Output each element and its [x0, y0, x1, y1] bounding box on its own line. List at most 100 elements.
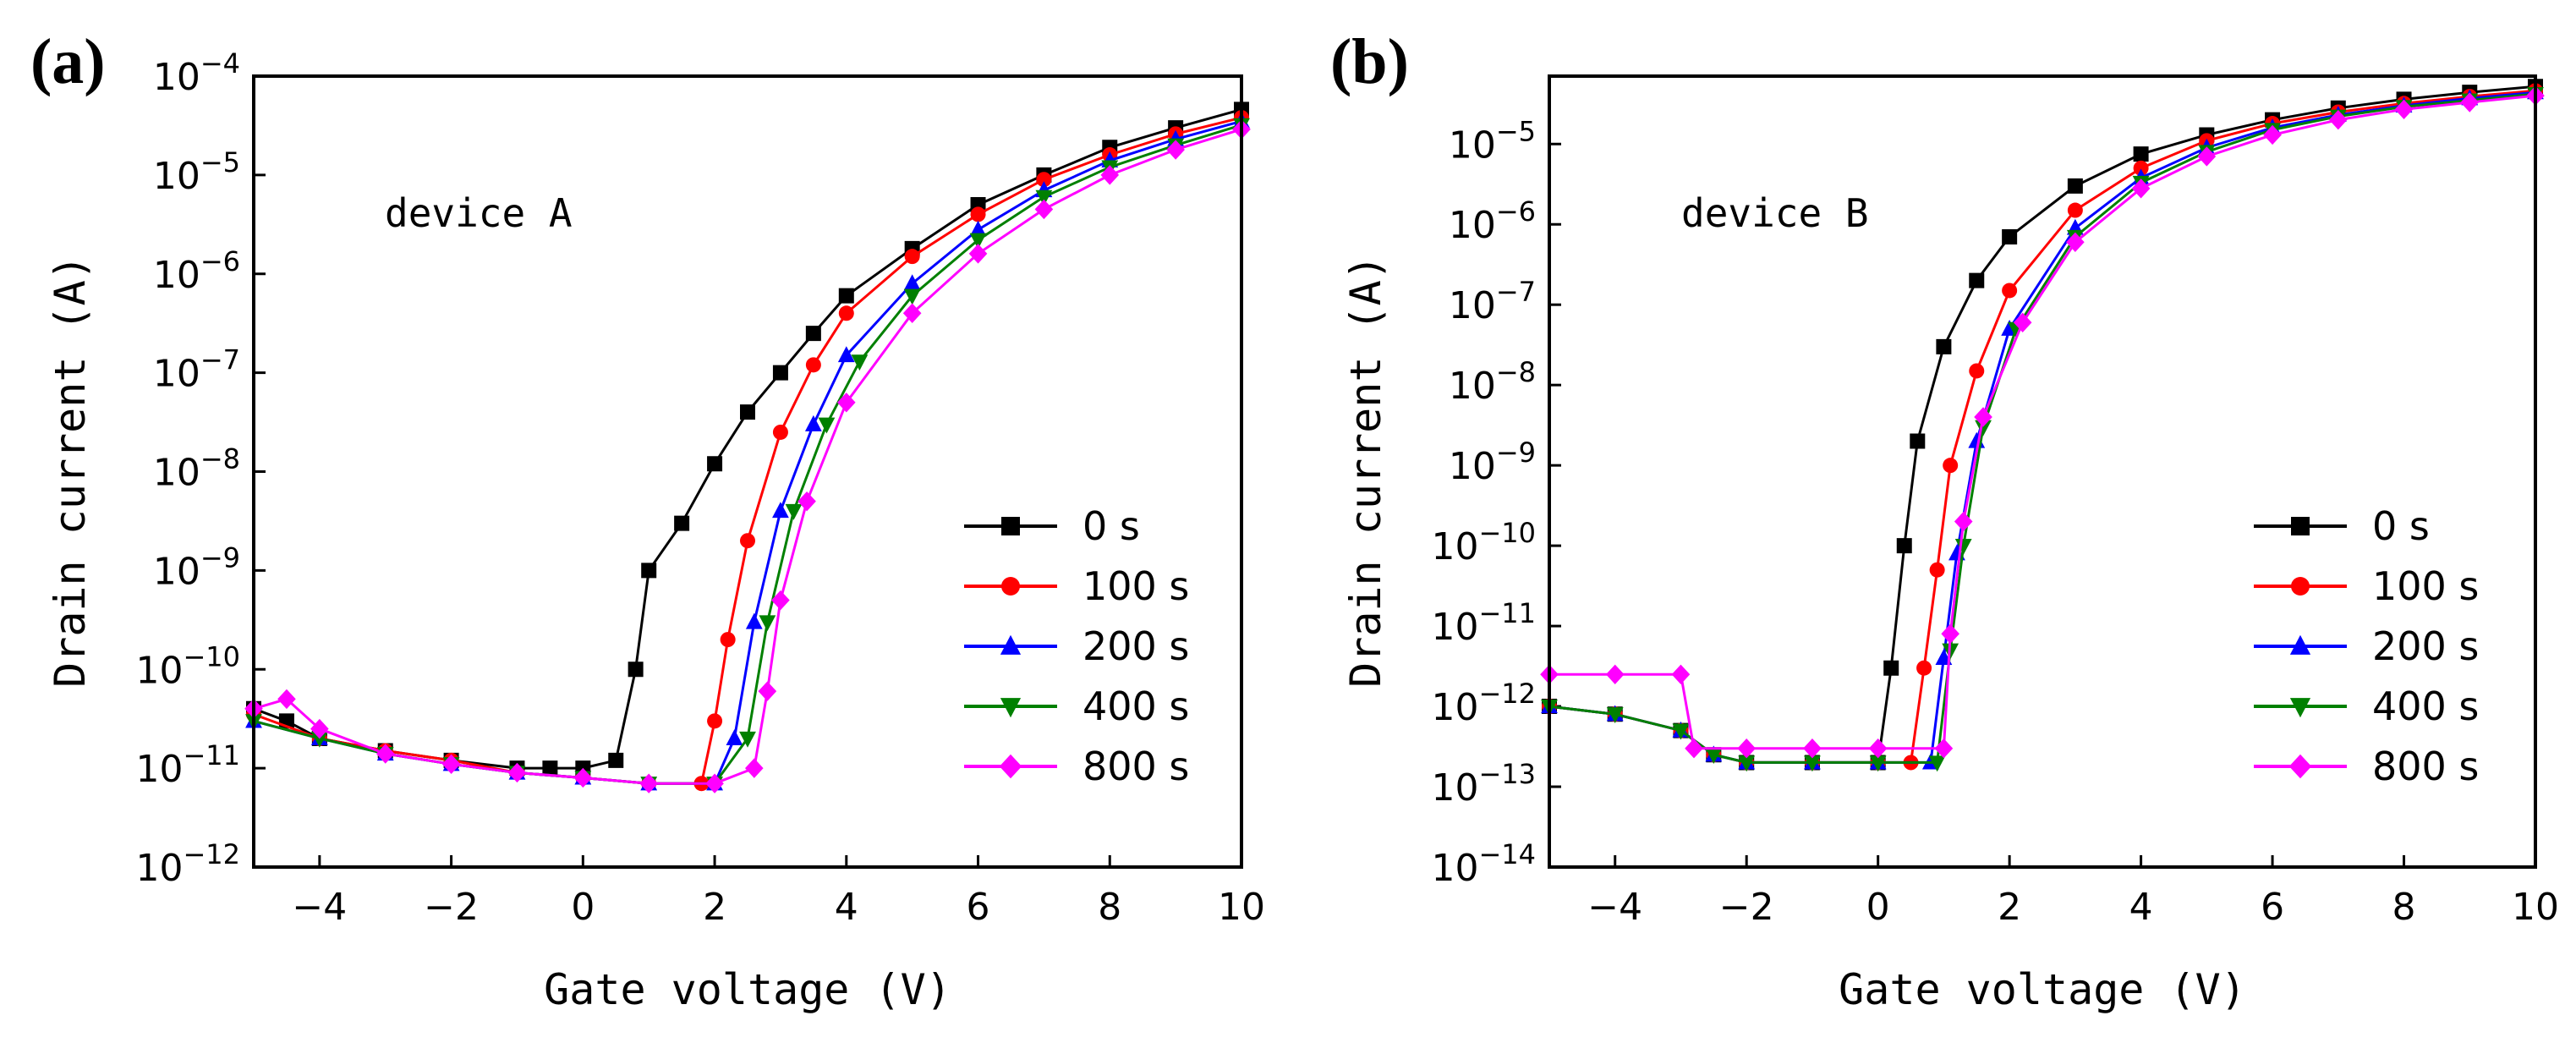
- data-point: [1685, 738, 1703, 759]
- device-annotation: device A: [385, 190, 573, 236]
- data-point: [759, 615, 776, 632]
- y-tick-label: 10−12: [135, 838, 240, 890]
- data-point: [1035, 189, 1053, 206]
- x-tick-label: 6: [967, 886, 990, 929]
- data-point: [573, 767, 593, 788]
- data-point: [608, 752, 624, 768]
- legend-marker: [2291, 577, 2310, 596]
- legend-marker: [1000, 634, 1022, 655]
- legend-label: 800 s: [2372, 744, 2479, 789]
- y-tick-label: 10−10: [1431, 517, 1536, 568]
- y-tick-label: 10−6: [153, 245, 240, 297]
- legend: 0 s 100 s 200 s 400 s 800 s: [964, 503, 1189, 789]
- y-tick-label: 10−13: [1431, 758, 1536, 810]
- data-point: [1954, 511, 1973, 532]
- x-tick-label: 4: [2129, 886, 2153, 929]
- tick-layer: −4 −2 0 2 4 6 8 10 10−14 10−13 10−12 10−11 10−10 10−9…: [1431, 115, 2559, 929]
- data-point: [2067, 178, 2083, 194]
- legend-label: 800 s: [1082, 744, 1189, 789]
- data-point: [1928, 755, 1946, 772]
- series-line: [253, 128, 1242, 785]
- x-tick-label: −4: [1587, 886, 1642, 929]
- data-point: [2394, 99, 2414, 119]
- y-tick-label: 10−5: [153, 146, 240, 198]
- data-point: [838, 288, 854, 304]
- device-annotation: device B: [1681, 190, 1869, 236]
- data-point: [805, 357, 821, 373]
- data-point: [970, 206, 986, 222]
- x-tick-label: 6: [2261, 886, 2284, 929]
- x-tick-label: 2: [703, 886, 726, 929]
- data-point: [674, 515, 690, 531]
- data-point: [2133, 146, 2149, 162]
- legend-label: 0 s: [1082, 503, 1140, 549]
- tick-layer: −4 −2 0 2 4 6 8 10 10−12 10−11 10−10 10−9 10−8 10−7 10…: [135, 47, 1265, 929]
- data-point: [1606, 707, 1624, 724]
- data-point: [1737, 738, 1756, 759]
- data-point: [720, 632, 736, 648]
- x-tick-label: −4: [292, 886, 347, 929]
- series-line: [253, 116, 1242, 785]
- data-point: [904, 249, 920, 265]
- legend-label: 100 s: [2372, 563, 2479, 609]
- data-point: [310, 731, 328, 748]
- data-point: [837, 346, 855, 363]
- plot-frame: [1548, 74, 2537, 869]
- data-point: [2067, 202, 2083, 218]
- legend-label: 100 s: [1082, 563, 1189, 609]
- y-tick-label: 10−11: [1431, 597, 1536, 649]
- y-axis-title: Drain current (A): [1341, 255, 1390, 688]
- data-point: [2263, 124, 2282, 145]
- data-point: [2013, 312, 2032, 332]
- legend: 0 s 100 s 200 s 400 s 800 s: [2254, 503, 2479, 789]
- data-point: [903, 274, 921, 291]
- data-point: [797, 491, 816, 512]
- x-tick-label: 10: [2512, 886, 2559, 929]
- data-point: [2197, 146, 2217, 167]
- data-point: [1934, 738, 1954, 759]
- data-point: [277, 689, 296, 710]
- y-tick-label: 10−6: [1449, 195, 1536, 247]
- data-point: [1738, 755, 1756, 772]
- y-tick-label: 10−4: [153, 47, 240, 99]
- data-point: [310, 718, 329, 739]
- data-point: [1936, 338, 1952, 354]
- x-tick-label: 8: [2392, 886, 2416, 929]
- data-point: [542, 760, 558, 777]
- series-line: [1548, 92, 2536, 764]
- legend-label: 400 s: [2372, 683, 2479, 729]
- x-tick-label: 10: [1218, 886, 1265, 929]
- series-layer: [244, 102, 1251, 793]
- x-tick-label: 0: [1866, 886, 1890, 929]
- data-point: [772, 365, 788, 381]
- y-tick-label: 10−9: [153, 541, 240, 593]
- data-point: [2133, 160, 2149, 176]
- legend-label: 0 s: [2372, 503, 2430, 549]
- x-tick-label: 4: [835, 886, 858, 929]
- data-point: [838, 305, 854, 321]
- data-point: [1605, 664, 1625, 684]
- panel-b: (b) −4 −2 0 2 4 6 8 10 10−14 10−13 10−12 10−11 10−10…: [1330, 26, 2559, 1014]
- data-point: [740, 533, 755, 549]
- panel-a: (a) −4 −2 0 2 4 6 8 10 10−12 10−11 10−10 10−9 10−8 10…: [30, 26, 1265, 1014]
- plot-frame: [252, 74, 1243, 869]
- data-point: [1868, 738, 1888, 759]
- data-point: [804, 414, 822, 431]
- data-point: [1910, 433, 1926, 449]
- y-tick-label: 10−7: [153, 344, 240, 396]
- data-point: [744, 758, 764, 778]
- data-point: [968, 244, 988, 264]
- series-800s: [244, 119, 1251, 793]
- data-point: [726, 729, 743, 746]
- legend-marker: [1001, 577, 1020, 596]
- legend-marker: [1000, 698, 1022, 718]
- data-point: [1034, 199, 1054, 220]
- data-point: [1883, 660, 1899, 676]
- data-point: [1974, 407, 1992, 427]
- data-point: [2131, 178, 2151, 199]
- legend-marker: [2289, 698, 2311, 718]
- panel-label: (b): [1330, 26, 1409, 97]
- data-point: [1705, 748, 1723, 765]
- data-point: [771, 590, 790, 611]
